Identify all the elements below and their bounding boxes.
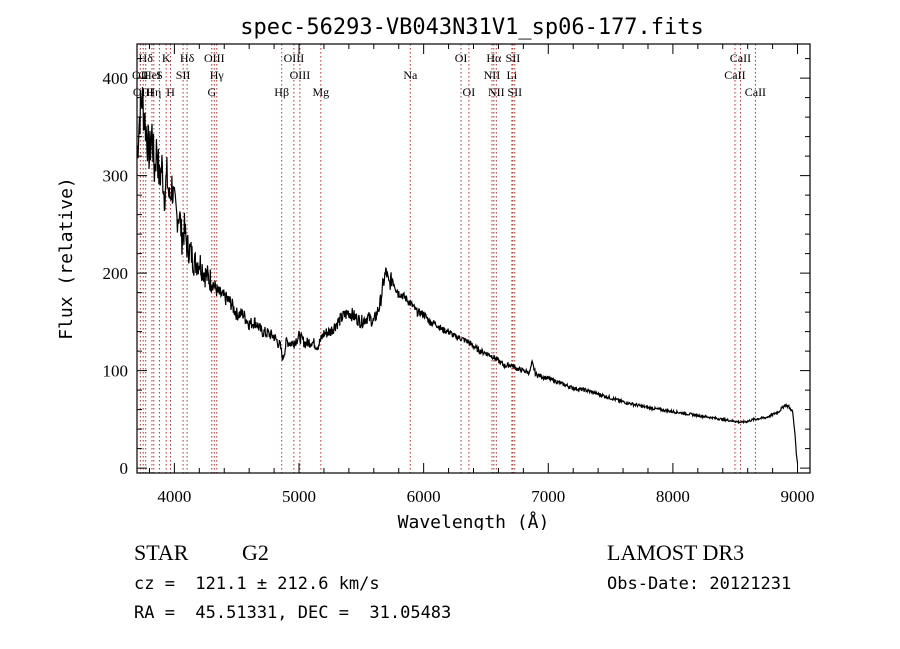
line-label: CaII <box>730 51 751 65</box>
line-label: Hα <box>486 51 502 65</box>
y-tick-label: 400 <box>103 69 129 88</box>
line-label: SII <box>506 51 521 65</box>
line-label: OI <box>455 51 468 65</box>
line-label: OIII <box>204 51 225 65</box>
y-tick-label: 100 <box>103 362 129 381</box>
x-tick-label: 8000 <box>656 487 690 506</box>
x-tick-label: 4000 <box>157 487 191 506</box>
line-label: S <box>156 68 163 82</box>
chart-title: spec-56293-VB043N31V1_sp06-177.fits <box>240 15 704 40</box>
line-label: SII <box>507 85 522 99</box>
spectrum-series-line <box>136 87 799 464</box>
object-class: STAR <box>134 540 189 565</box>
line-label: OIII <box>133 85 154 99</box>
plot-frame <box>136 43 811 474</box>
y-tick-label: 0 <box>120 459 129 478</box>
line-label: NII <box>484 68 501 82</box>
line-label: OII <box>132 68 149 82</box>
survey-name: LAMOST DR3 <box>607 540 745 565</box>
line-label: K <box>162 51 171 65</box>
line-label: Hδ <box>139 51 154 65</box>
line-label: G <box>207 85 216 99</box>
line-label: Hδ <box>180 51 195 65</box>
y-tick-label: 200 <box>103 264 129 283</box>
y-tick-label: 300 <box>103 167 129 186</box>
y-axis-label: Flux (relative) <box>56 177 77 340</box>
line-label: OI <box>463 85 476 99</box>
x-axis-label: Wavelength (Å) <box>398 511 550 530</box>
line-label: Hβ <box>274 85 289 99</box>
x-axis: 4000 5000 6000 7000 8000 9000 <box>148 44 815 506</box>
x-tick-label: 5000 <box>282 487 316 506</box>
obs-date: Obs-Date: 20121231 <box>607 574 792 594</box>
redshift-text: cz = 121.1 ± 212.6 km/s <box>134 574 380 594</box>
line-label: OIII <box>290 68 311 82</box>
line-label: CaII <box>724 68 745 82</box>
line-label: Hγ <box>210 68 225 82</box>
line-label: Na <box>403 68 418 82</box>
line-label: Mg <box>312 85 329 99</box>
line-markers <box>139 44 756 473</box>
line-label: HeI <box>143 68 161 82</box>
object-subclass: G2 <box>242 540 269 565</box>
line-label: NII <box>488 85 505 99</box>
line-label: H <box>166 85 175 99</box>
x-tick-label: 6000 <box>407 487 441 506</box>
line-label: CaII <box>745 85 766 99</box>
spectrum-chart: spec-56293-VB043N31V1_sp06-177.fits 4000… <box>56 15 815 530</box>
line-label: Hη <box>146 85 161 99</box>
line-label: OIII <box>284 51 305 65</box>
x-tick-label: 7000 <box>531 487 565 506</box>
line-label: Li <box>507 68 518 82</box>
x-tick-label: 9000 <box>781 487 815 506</box>
coordinates: RA = 45.51331, DEC = 31.05483 <box>134 603 452 623</box>
y-axis: 0 100 200 300 400 <box>103 58 810 478</box>
line-label: SII <box>176 68 191 82</box>
